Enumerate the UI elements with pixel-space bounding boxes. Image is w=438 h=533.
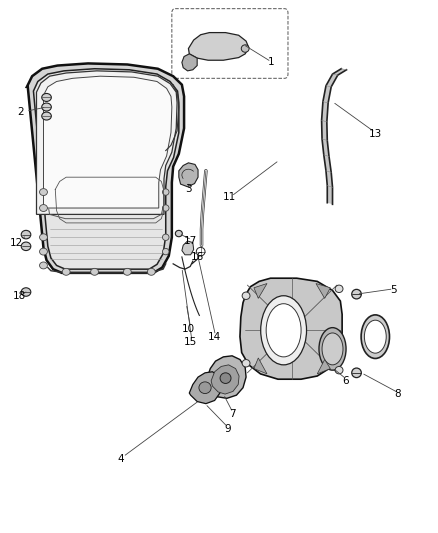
Ellipse shape [196,247,205,256]
Polygon shape [189,372,221,403]
Text: 10: 10 [182,324,195,334]
Ellipse shape [266,304,301,357]
Ellipse shape [91,268,99,275]
Text: 17: 17 [184,236,197,246]
Polygon shape [182,241,194,255]
Ellipse shape [21,230,31,239]
Ellipse shape [242,292,250,300]
Ellipse shape [39,262,47,269]
Text: 15: 15 [184,337,197,347]
Text: 12: 12 [9,238,23,247]
Text: 14: 14 [208,332,221,342]
Ellipse shape [352,368,361,377]
Ellipse shape [39,248,47,255]
FancyBboxPatch shape [172,9,288,78]
Ellipse shape [42,93,51,101]
Ellipse shape [42,112,51,120]
Ellipse shape [39,189,47,196]
Ellipse shape [335,367,343,374]
Polygon shape [188,33,249,60]
Ellipse shape [162,205,169,211]
Ellipse shape [322,333,343,365]
Ellipse shape [21,288,31,296]
Polygon shape [49,77,112,110]
Polygon shape [254,358,267,374]
Ellipse shape [261,296,307,365]
Polygon shape [211,365,239,394]
Text: 6: 6 [343,376,349,386]
Text: 11: 11 [223,192,237,203]
Polygon shape [240,278,342,379]
Polygon shape [27,63,184,273]
Polygon shape [33,69,179,269]
Ellipse shape [21,242,31,251]
Polygon shape [321,69,346,204]
Ellipse shape [62,268,70,275]
Text: 5: 5 [390,286,397,295]
Ellipse shape [220,373,231,383]
Polygon shape [62,107,109,130]
Ellipse shape [361,315,389,359]
Polygon shape [179,163,198,187]
Ellipse shape [352,289,361,299]
Ellipse shape [124,268,131,275]
Text: 3: 3 [185,184,192,195]
Ellipse shape [162,189,169,195]
Ellipse shape [335,285,343,293]
Text: 2: 2 [17,107,24,117]
Text: 8: 8 [395,389,401,399]
Text: 9: 9 [224,424,231,434]
Polygon shape [36,71,177,214]
Polygon shape [207,356,246,398]
Ellipse shape [162,248,169,255]
Text: 16: 16 [191,252,204,262]
Polygon shape [254,284,267,298]
Polygon shape [43,76,172,208]
Text: 7: 7 [229,409,235,419]
Ellipse shape [242,360,250,367]
Text: 18: 18 [12,290,26,301]
Polygon shape [316,284,330,298]
Ellipse shape [199,382,211,393]
Ellipse shape [42,103,51,111]
Ellipse shape [39,234,47,241]
Polygon shape [78,149,85,177]
Ellipse shape [364,320,386,353]
Text: 1: 1 [268,57,275,67]
Ellipse shape [319,328,346,370]
Ellipse shape [175,230,182,237]
Text: 4: 4 [117,454,124,464]
Text: 13: 13 [369,128,382,139]
Polygon shape [71,127,96,149]
Polygon shape [182,54,197,71]
Polygon shape [317,360,330,374]
Ellipse shape [148,268,155,275]
Ellipse shape [162,234,169,240]
Ellipse shape [39,205,47,212]
Ellipse shape [241,45,249,52]
